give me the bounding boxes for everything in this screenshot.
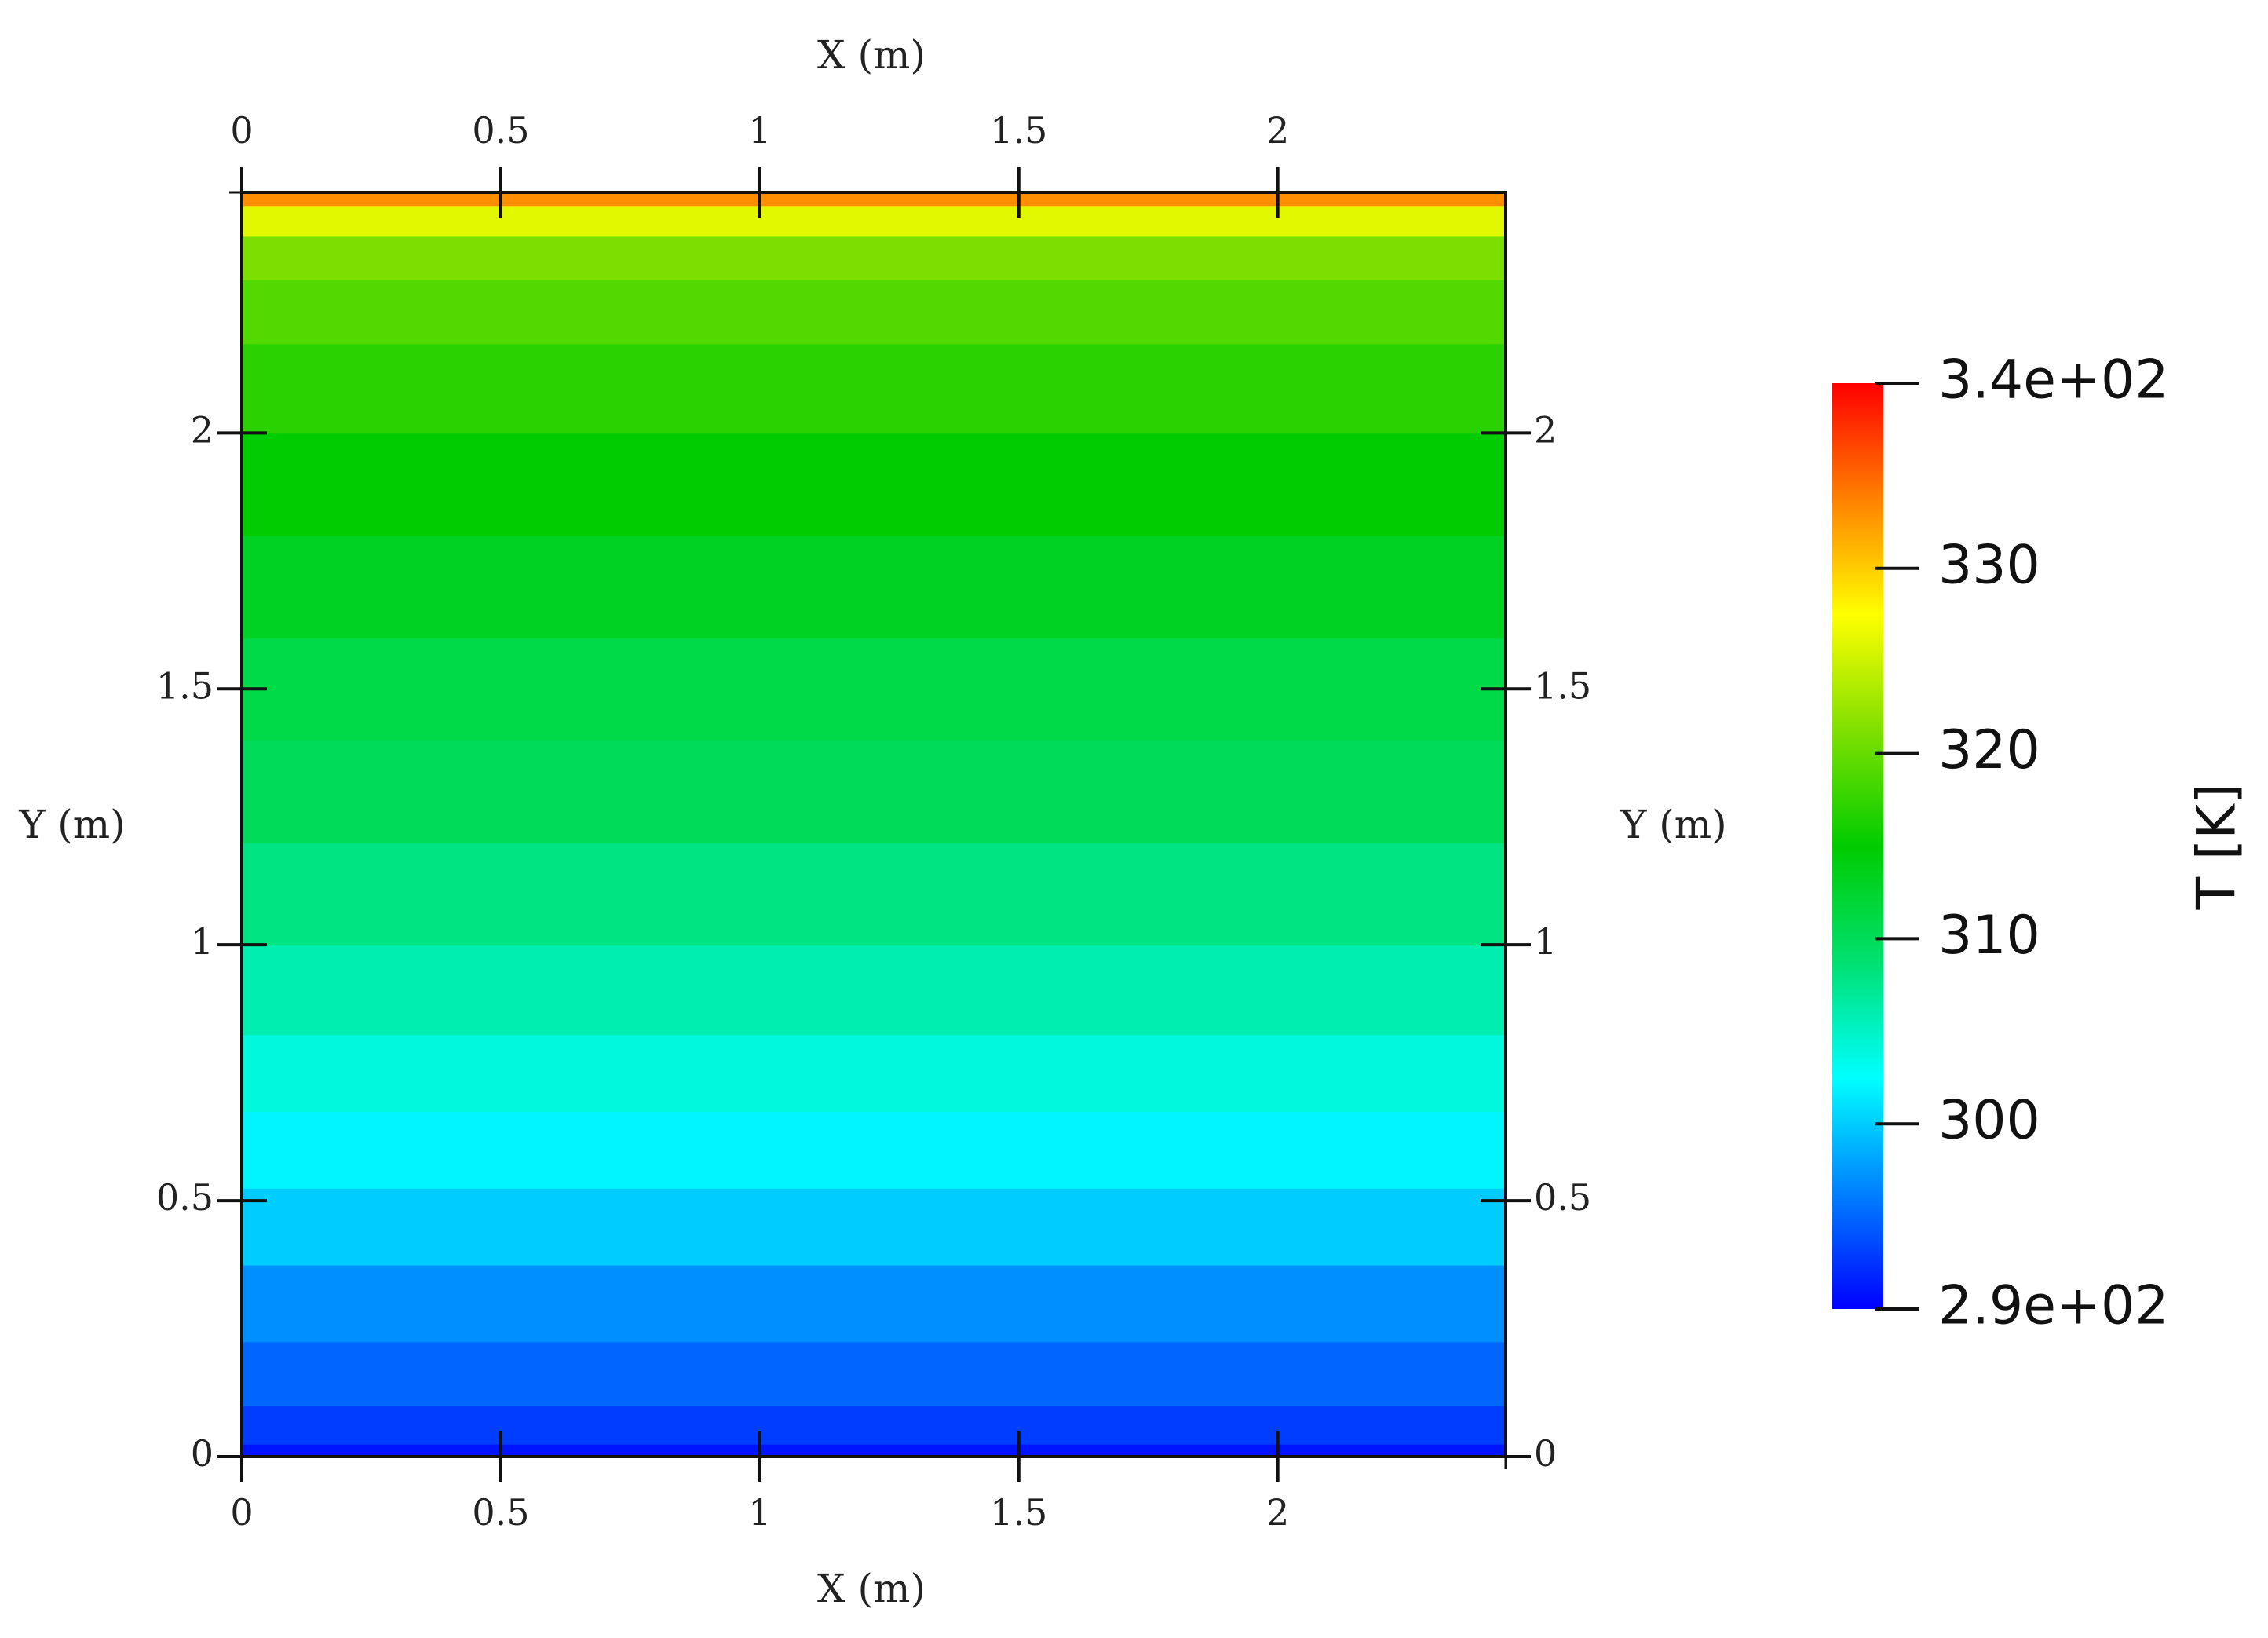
x-tick-label: 1 <box>748 1491 771 1534</box>
field-band <box>242 433 1506 536</box>
plot-frame <box>240 191 1507 1458</box>
field-band <box>242 638 1506 741</box>
field-band <box>242 842 1506 946</box>
colorbar-tick-label: 2.9e+02 <box>1938 1275 2168 1337</box>
colorbar-tick-label: 300 <box>1938 1090 2040 1152</box>
field-band <box>242 236 1506 280</box>
x-axis-label-top: X (m) <box>817 32 926 78</box>
x-axis-label-bottom: X (m) <box>817 1566 926 1611</box>
x-tick-label: 1 <box>748 109 771 152</box>
field-band <box>242 945 1506 1036</box>
field-band <box>242 1264 1506 1343</box>
x-tick-label: 1.5 <box>990 1491 1047 1534</box>
field-band <box>242 1034 1506 1113</box>
colorbar-label: T [K] <box>2186 784 2248 911</box>
field-band <box>242 535 1506 639</box>
x-tick-label: 0.5 <box>472 109 529 152</box>
y-axis-label-left: Y (m) <box>18 802 125 847</box>
x-tick-label: 0 <box>230 1491 253 1534</box>
x-tick-label: 2 <box>1266 1491 1289 1534</box>
colorbar <box>1832 383 1883 1309</box>
field-band <box>242 279 1506 345</box>
y-tick-label: 0 <box>1534 1432 1557 1475</box>
colorbar-tick-label: 310 <box>1938 905 2040 967</box>
y-tick-label: 0 <box>191 1432 214 1475</box>
y-tick-label: 1.5 <box>156 664 214 707</box>
y-tick-label: 2 <box>191 408 214 451</box>
y-tick-label: 2 <box>1534 408 1557 451</box>
field-band <box>242 1405 1506 1445</box>
x-tick-label: 2 <box>1266 109 1289 152</box>
x-tick-label: 0.5 <box>472 1491 529 1534</box>
field-band <box>242 1341 1506 1406</box>
y-tick-label: 0.5 <box>156 1176 214 1219</box>
field-band <box>242 343 1506 434</box>
y-axis-label-right: Y (m) <box>1620 802 1726 847</box>
y-tick-label: 1.5 <box>1534 664 1591 707</box>
field-band <box>242 1111 1506 1189</box>
y-tick-label: 1 <box>191 920 214 963</box>
y-tick-label: 0.5 <box>1534 1176 1591 1219</box>
field-band <box>242 205 1506 237</box>
field-band <box>242 740 1506 843</box>
field-band <box>242 1443 1506 1457</box>
field-band <box>242 1187 1506 1266</box>
field-band <box>242 192 1506 207</box>
x-tick-label: 0 <box>230 109 253 152</box>
colorbar-tick-label: 3.4e+02 <box>1938 349 2168 411</box>
colorbar-tick-label: 320 <box>1938 719 2040 781</box>
x-tick-label: 1.5 <box>990 109 1047 152</box>
y-tick-label: 1 <box>1534 920 1557 963</box>
colorbar-tick-label: 330 <box>1938 534 2040 596</box>
